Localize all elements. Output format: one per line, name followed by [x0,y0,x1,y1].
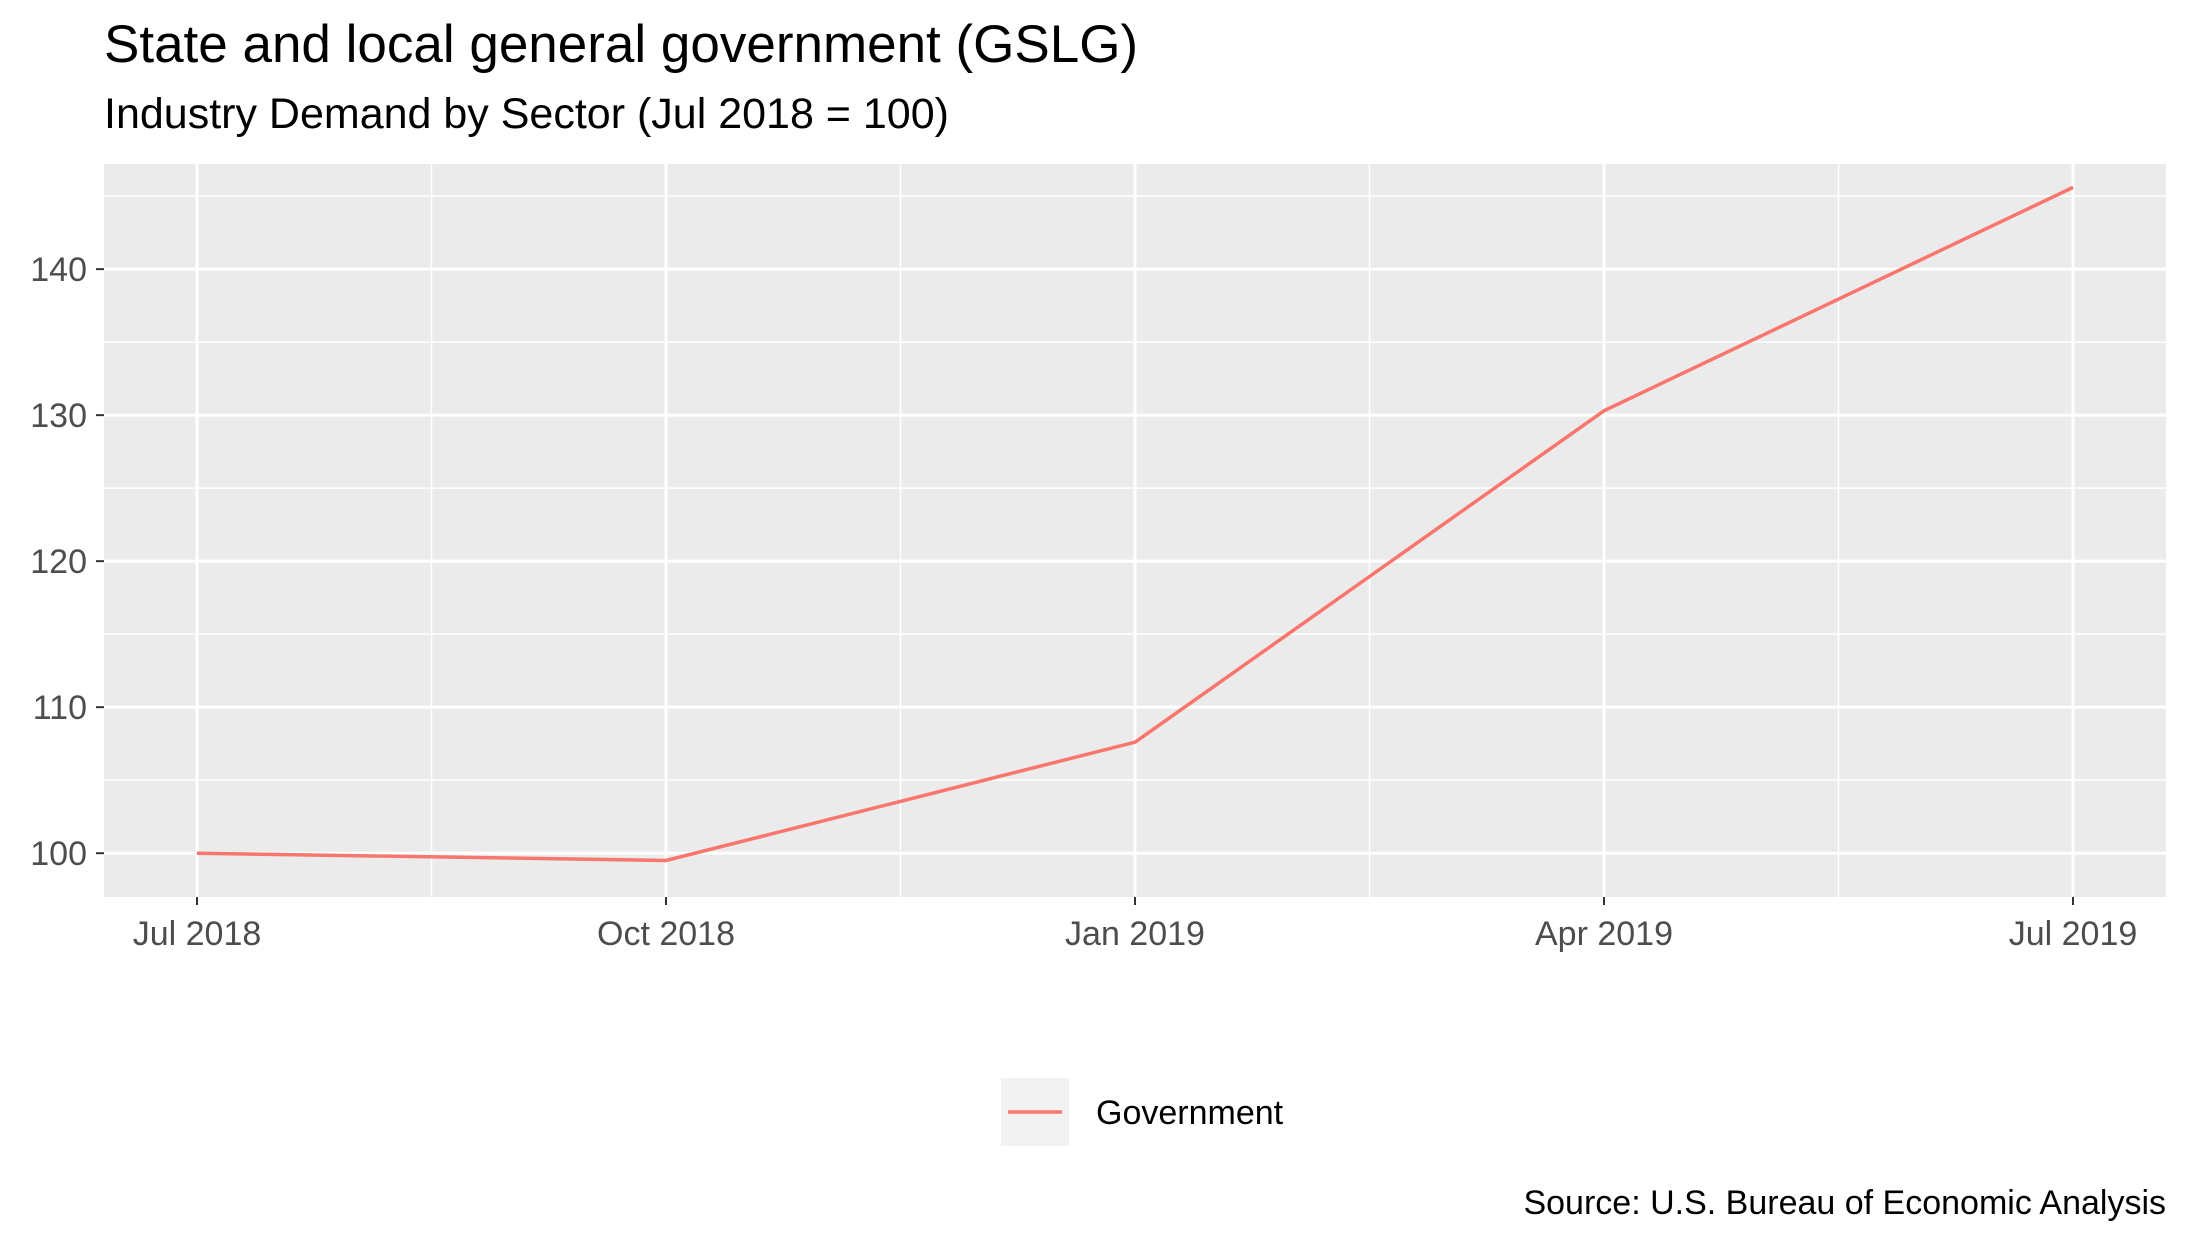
y-axis: 100 110 120 130 140 [30,251,104,873]
chart-subtitle: Industry Demand by Sector (Jul 2018 = 10… [104,90,949,138]
major-gridlines [104,164,2166,897]
y-tick-label: 130 [30,397,87,435]
x-axis: Jul 2018 Oct 2018 Jan 2019 Apr 2019 Jul 2019 [133,897,2138,953]
x-tick-label: Jul 2019 [2009,915,2138,953]
y-tick-label: 120 [30,543,87,581]
x-tick-label: Jan 2019 [1065,915,1205,953]
legend: Government [1001,1078,1284,1146]
series-line-government [196,185,2074,863]
x-tick-label: Oct 2018 [597,915,735,953]
y-tick-label: 140 [30,251,87,289]
y-tick-label: 100 [30,835,87,873]
y-tick-label: 110 [33,689,87,727]
chart-title: State and local general government (GSLG… [104,15,1139,74]
legend-label: Government [1096,1094,1284,1132]
chart-caption: Source: U.S. Bureau of Economic Analysis [1523,1184,2166,1222]
series-layer [196,185,2074,863]
x-tick-label: Jul 2018 [133,915,262,953]
x-tick-label: Apr 2019 [1535,915,1673,953]
